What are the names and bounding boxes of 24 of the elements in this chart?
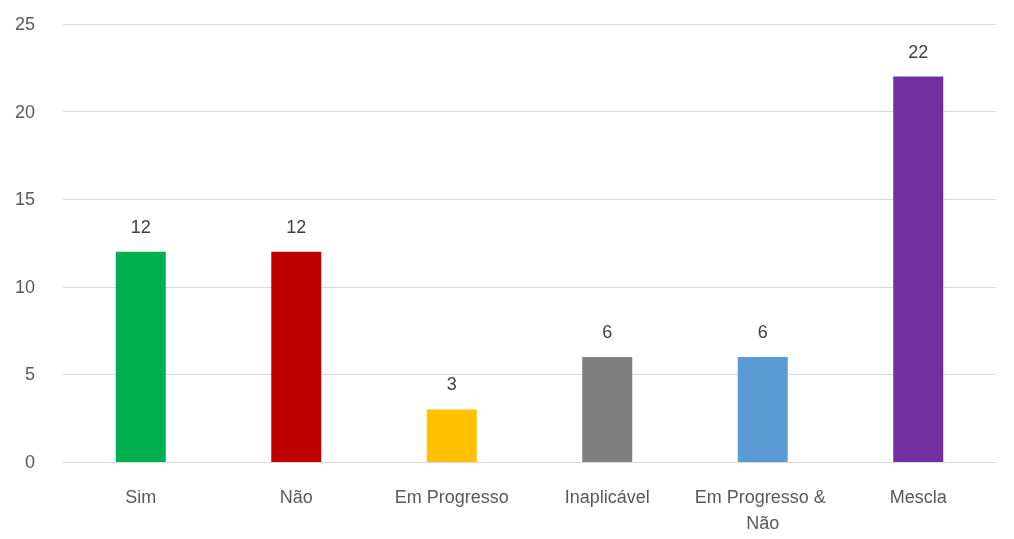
y-tick-label: 10 [14,276,35,297]
y-tick-label: 15 [14,189,35,210]
x-tick-label: Não [279,487,313,507]
x-tick-label: Mescla [889,487,948,507]
y-tick-label: 0 [24,452,35,472]
bar [737,356,788,462]
bar [115,251,166,462]
x-tick-label: Em Progresso [394,487,509,507]
bar [893,76,944,462]
data-label: 6 [602,321,613,342]
y-tick-label: 20 [14,101,35,122]
data-label: 12 [130,216,151,237]
data-label: 22 [908,41,929,62]
x-tick-label: Em Progresso & Não [694,487,831,533]
bar [426,409,477,462]
bar [271,251,322,462]
data-label: 6 [757,321,768,342]
y-tick-label: 25 [14,14,35,34]
data-label: 12 [286,216,307,237]
x-tick-label: Inaplicável [564,487,650,507]
bar [582,356,633,462]
y-tick-label: 5 [24,364,35,385]
data-label: 3 [446,374,457,395]
x-tick-label: Sim [125,487,157,507]
